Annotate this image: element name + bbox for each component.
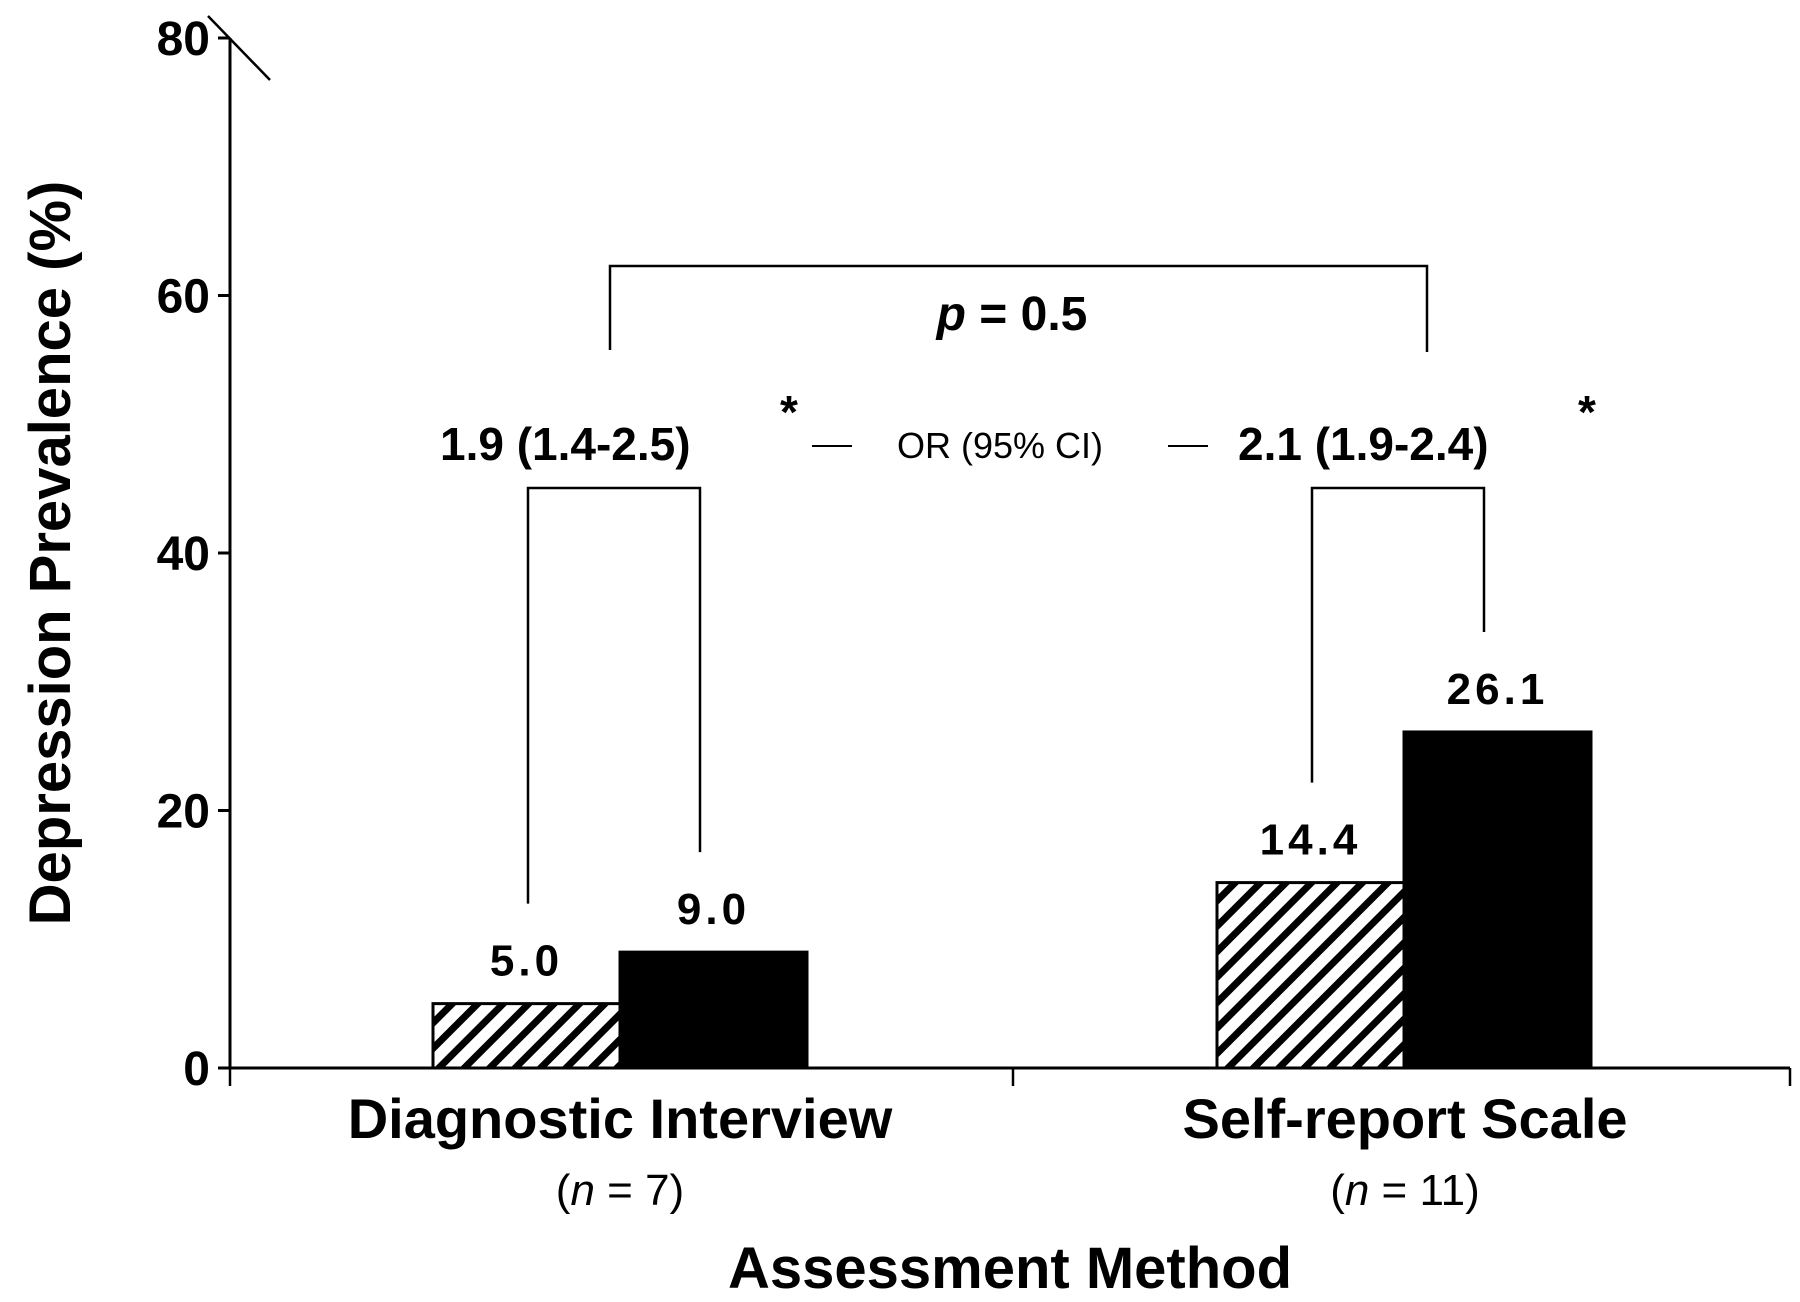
bar-solid-1 [1402,730,1593,1070]
odds-ratio-right: 2.1 (1.9-2.4) [1238,418,1489,470]
bar-solid-0 [618,950,809,1070]
bar-value-label: 14.4 [1260,816,1362,865]
value-labels: 5.0 9.0 14.4 26.1 [490,665,1549,986]
y-axis-break [207,15,271,81]
bars [431,730,1593,1070]
category-label-diagnostic: Diagnostic Interview [348,1087,893,1150]
category-label-selfreport: Self-report Scale [1182,1087,1627,1150]
y-tick-label: 20 [157,786,210,839]
odds-ratio-left: 1.9 (1.4-2.5) [440,418,691,470]
category-n-selfreport: (n = 11) [1330,1166,1480,1215]
p-value-bracket [608,264,1429,352]
odds-ratio-left-marker: * [780,386,798,438]
bar-value-label: 5.0 [490,937,563,986]
bar-value-label: 26.1 [1447,665,1549,714]
y-tick-label: 60 [157,271,210,324]
category-n-diagnostic: (n = 7) [556,1166,684,1215]
x-axis-ticks [228,1068,1792,1086]
y-tick-label: 40 [157,528,210,581]
or-bracket-1 [1310,486,1486,783]
brackets [526,264,1486,904]
or-bracket-0 [526,486,702,904]
bar-hatched-0 [431,1002,622,1070]
y-axis-title: Depression Prevalence (%) [18,181,83,926]
x-axis-title: Assessment Method [728,1236,1292,1301]
odds-ratio-right-marker: * [1578,386,1596,438]
y-axis-ticks: 0 20 40 60 80 [157,13,230,1096]
odds-ratio-middle: OR (95% CI) [897,425,1103,466]
p-value-label: p = 0.5 [935,288,1088,341]
bar-hatched-1 [1215,881,1406,1070]
y-tick-label: 80 [157,13,210,66]
bar-value-label: 9.0 [677,885,750,934]
y-tick-label: 0 [183,1043,210,1096]
